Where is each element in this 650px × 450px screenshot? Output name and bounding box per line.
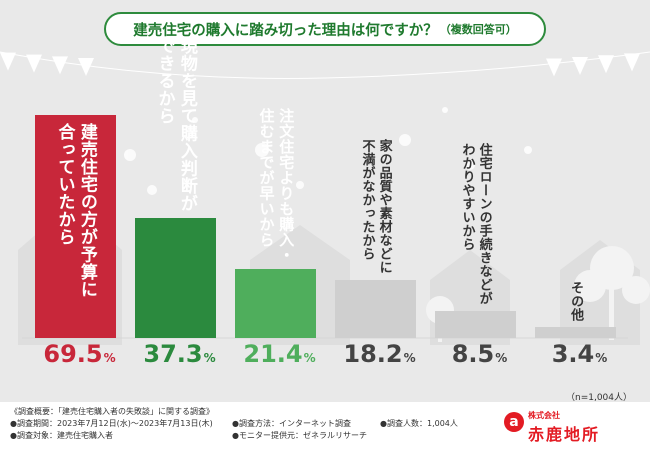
survey-period: ●調査期間：2023年7月12日(水)～2023年7月13日(木) [10,419,213,428]
survey-count: ●調査人数：1,004人 [380,419,458,428]
category-label-1: 建売住宅の方が予算に 合っていたから [54,123,97,299]
title-suffix: （複数回答可） [439,23,517,36]
survey-overview: 《調査概要：「建売住宅購入者の失敗談」に関する調査》 [10,407,214,416]
confetti [124,107,532,195]
value-label-3: 21.4% [243,340,316,368]
sample-size: （n=1,004人） [566,393,633,403]
bunting-string [0,51,650,79]
bunting-flag [26,54,42,73]
bunting-flag [546,58,562,77]
bunting-flag [624,53,640,72]
value-label-1: 69.5% [43,340,116,368]
survey-provider: ●モニター提供元：ゼネラルリサーチ [232,431,367,440]
company-type: 株式会社 [528,411,560,420]
company-logo-icon: a [504,412,524,432]
category-label-3: 注文住宅よりも購入・ 住むまでが早いから [257,108,296,264]
title-main: 建売住宅の購入に踏み切った理由は何ですか？ [133,22,438,39]
survey-target: ●調査対象：建売住宅購入者 [10,431,113,440]
value-label-2: 37.3% [143,340,216,368]
bar-6 [535,327,616,338]
category-label-6: その他 [568,280,584,322]
survey-method: ●調査方法：インターネット調査 [232,419,351,428]
bar-4 [335,279,416,338]
bar-1 [35,115,116,338]
bunting-flag [78,57,94,76]
bunting-flag [52,56,68,75]
bar-3 [235,269,316,338]
company-name: 赤鹿地所 [528,425,601,444]
value-label-4: 18.2% [343,340,416,368]
footer [0,402,650,450]
bunting-flag [0,52,16,71]
value-label-5: 8.5% [451,340,508,368]
bunting-flags [0,52,640,77]
category-label-5: 住宅ローンの手続きなどが わかりやすいから [459,142,492,305]
value-label-6: 3.4% [551,340,608,368]
bar-2 [135,218,216,338]
category-label-4: 家の品質や素材などに 不満がなかったから [359,138,392,274]
bunting-flag [598,55,614,74]
chart-title: 建売住宅の購入に踏み切った理由は何ですか？ （複数回答可） [104,12,546,46]
category-label-2: 現物を見て購入判断が できるから [154,37,197,213]
bunting-flag [572,56,588,75]
bar-5 [435,310,516,338]
